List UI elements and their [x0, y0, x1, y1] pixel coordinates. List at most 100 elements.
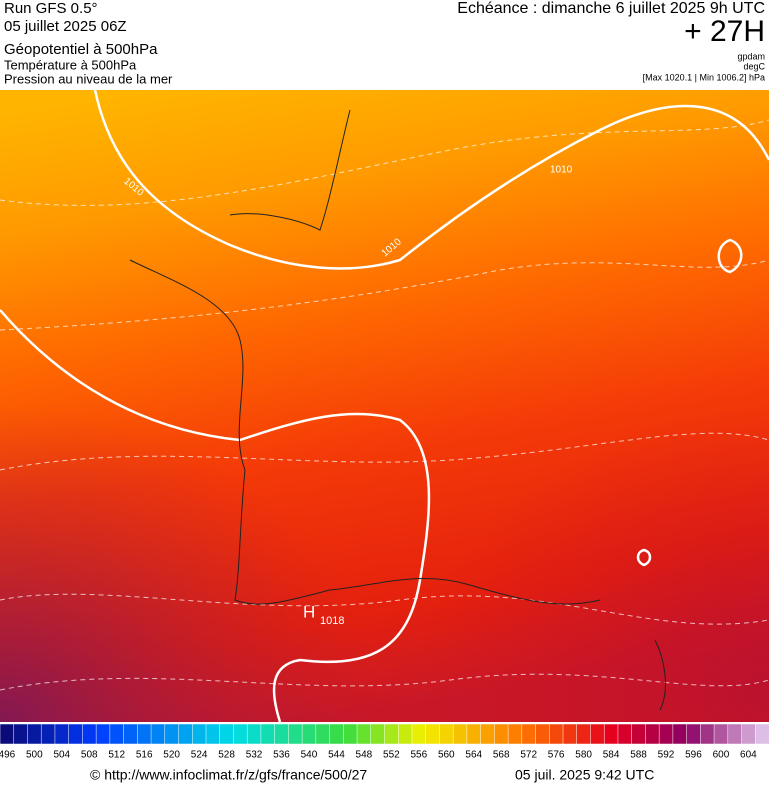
colorbar-swatch: [68, 723, 84, 745]
coastline: [129, 109, 666, 711]
colorbar-swatch: [54, 723, 70, 745]
colorbar-swatch: [123, 723, 139, 745]
offset: + 27H: [684, 15, 765, 48]
colorbar-swatch: [343, 723, 358, 745]
colorbar-swatch: [658, 723, 674, 745]
field-label: Pression au niveau de la mer: [4, 71, 173, 86]
colorbar-swatch: [27, 723, 42, 745]
colorbar-swatch: [755, 723, 769, 745]
colorbar-swatch: [0, 723, 15, 745]
colorbar: 496 500 504 508 512 516 520 524 528 532 536 540 544 5…: [0, 723, 769, 761]
colorbar-swatch: [576, 723, 592, 745]
run-label: Run GFS 0.5°: [4, 0, 98, 17]
colorbar-label: 532: [246, 750, 263, 761]
high-value: 1018: [320, 615, 344, 627]
colorbar-label: 504: [53, 750, 70, 761]
colorbar-swatch: [178, 723, 193, 745]
colorbar-swatch: [150, 723, 166, 745]
colorbar-swatch: [549, 723, 564, 745]
map: 1010 1010 1010 H 1018: [0, 89, 769, 723]
colorbar-label: 520: [163, 750, 180, 761]
colorbar-swatch: [205, 723, 221, 745]
temperature-field: [0, 90, 769, 722]
colorbar-swatch: [617, 723, 633, 745]
colorbar-swatch: [109, 723, 125, 745]
colorbar-swatch: [356, 723, 372, 745]
colorbar-swatch: [494, 723, 509, 745]
isobar-label: 1010: [550, 165, 573, 176]
colorbar-label: 564: [465, 750, 482, 761]
header: Run GFS 0.5° 05 juillet 2025 06Z Géopote…: [4, 0, 766, 86]
colorbar-label: 496: [0, 750, 16, 761]
colorbar-label: 508: [81, 750, 98, 761]
colorbar-swatch: [713, 723, 729, 745]
timestamp: 05 juil. 2025 9:42 UTC: [515, 767, 654, 783]
colorbar-label: 524: [191, 750, 208, 761]
colorbar-swatch: [645, 723, 660, 745]
colorbar-label: 604: [740, 750, 757, 761]
colorbar-swatch: [562, 723, 578, 745]
isotherms: [0, 119, 769, 691]
colorbar-swatch: [507, 723, 523, 745]
colorbar-label: 580: [575, 750, 592, 761]
colorbar-swatch: [370, 723, 386, 745]
colorbar-swatch: [425, 723, 441, 745]
colorbar-swatch: [466, 723, 482, 745]
colorbar-swatch: [452, 723, 468, 745]
colorbar-swatch: [233, 723, 248, 745]
colorbar-swatch: [13, 723, 29, 745]
colorbar-swatch: [274, 723, 290, 745]
colorbar-swatch: [590, 723, 605, 745]
colorbar-swatch: [192, 723, 207, 745]
colorbar-swatch: [397, 723, 413, 745]
colorbar-swatch: [439, 723, 454, 745]
colorbar-swatch: [480, 723, 496, 745]
colorbar-swatch: [82, 723, 97, 745]
unit: degC: [743, 61, 765, 71]
colorbar-swatch: [246, 723, 262, 745]
colorbar-label: 556: [410, 750, 427, 761]
echeance: Echéance : dimanche 6 juillet 2025 9h UT…: [457, 0, 765, 17]
colorbar-label: 560: [438, 750, 455, 761]
colorbar-swatch: [741, 723, 757, 745]
colorbar-label: 540: [301, 750, 318, 761]
colorbar-swatch: [260, 723, 276, 745]
colorbar-swatch: [521, 723, 537, 745]
colorbar-label: 568: [493, 750, 510, 761]
colorbar-swatch: [164, 723, 180, 745]
colorbar-label: 576: [548, 750, 565, 761]
unit: gpdam: [737, 51, 765, 61]
colorbar-swatch: [329, 723, 345, 745]
colorbar-swatch: [219, 723, 235, 745]
colorbar-swatch: [535, 723, 551, 745]
field-label: Température à 500hPa: [4, 57, 137, 72]
colorbar-swatch: [727, 723, 743, 745]
colorbar-swatch: [603, 723, 619, 745]
high-marker: H: [303, 602, 315, 621]
source: © http://www.infoclimat.fr/z/gfs/france/…: [90, 767, 367, 783]
colorbar-swatch: [40, 723, 56, 745]
unit: [Max 1020.1 | Min 1006.2] hPa: [643, 72, 765, 82]
colorbar-label: 572: [520, 750, 537, 761]
colorbar-label: 512: [108, 750, 125, 761]
colorbar-swatch: [672, 723, 688, 745]
footer: © http://www.infoclimat.fr/z/gfs/france/…: [90, 767, 654, 783]
colorbar-label: 516: [136, 750, 153, 761]
colorbar-label: 548: [356, 750, 373, 761]
colorbar-label: 584: [603, 750, 620, 761]
colorbar-swatch: [315, 723, 331, 745]
isobars: [0, 89, 769, 723]
colorbar-swatch: [137, 723, 152, 745]
colorbar-swatch: [288, 723, 303, 745]
colorbar-label: 528: [218, 750, 235, 761]
colorbar-swatch: [686, 723, 702, 745]
colorbar-label: 596: [685, 750, 702, 761]
colorbar-label: 600: [713, 750, 730, 761]
colorbar-label: 552: [383, 750, 400, 761]
colorbar-label: 588: [630, 750, 647, 761]
colorbar-label: 500: [26, 750, 43, 761]
field-label: Géopotentiel à 500hPa: [4, 41, 158, 58]
run-date: 05 juillet 2025 06Z: [4, 18, 127, 35]
